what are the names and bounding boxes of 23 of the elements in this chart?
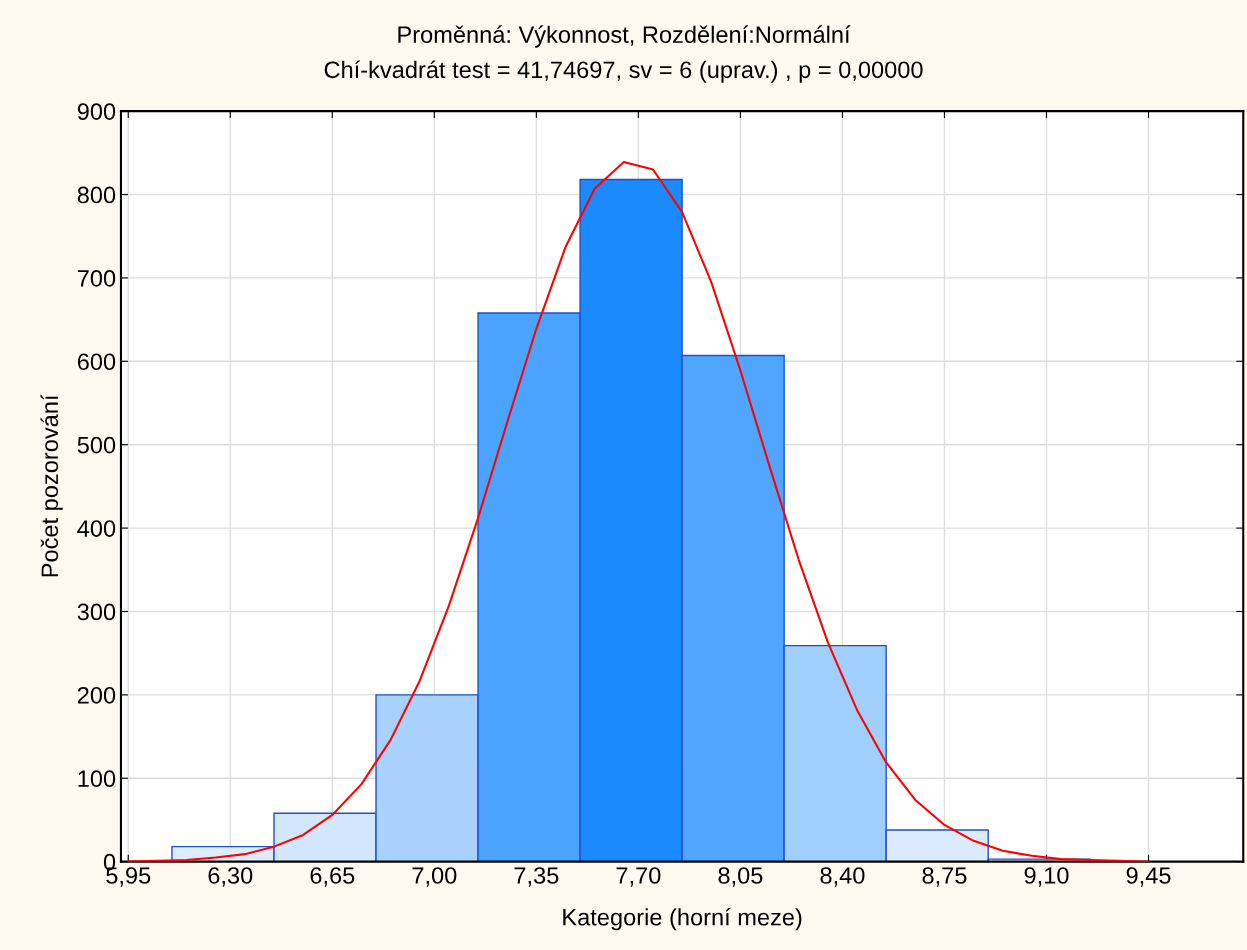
x-tick-label: 7,00 — [412, 867, 457, 887]
y-tick-label: 700 — [77, 270, 116, 287]
y-tick-label: 800 — [77, 186, 116, 204]
y-tick-label: 300 — [77, 603, 116, 621]
chart-title: Proměnná: Výkonnost, Rozdělení:Normální — [398, 25, 851, 48]
x-tick-label: 7,35 — [514, 867, 559, 887]
x-tick-label: 8,75 — [922, 867, 967, 887]
x-tick-label: 9,10 — [1024, 867, 1069, 887]
x-tick-label: 8,05 — [718, 867, 763, 887]
y-tick-label: 200 — [77, 686, 116, 704]
x-tick-label: 6,30 — [208, 867, 253, 887]
x-tick-label: 9,45 — [1126, 867, 1171, 887]
y-tick-label: 400 — [77, 520, 116, 537]
y-tick-label: 600 — [77, 353, 116, 371]
x-tick-label: 8,40 — [820, 867, 865, 887]
y-axis-title: Počet pozorování — [40, 394, 63, 577]
x-tick-label: 7,70 — [616, 867, 661, 887]
x-tick-label: 6,65 — [310, 867, 355, 887]
y-tick-label: 100 — [78, 770, 116, 788]
chart-subtitle: Chí-kvadrát test = 41,74697, sv = 6 (uprav.) , p = 0,00000 — [324, 60, 923, 83]
y-tick-label: 500 — [77, 436, 116, 454]
x-axis-title: Kategorie (horní meze) — [563, 907, 802, 931]
y-tick-label: 900 — [77, 103, 116, 120]
